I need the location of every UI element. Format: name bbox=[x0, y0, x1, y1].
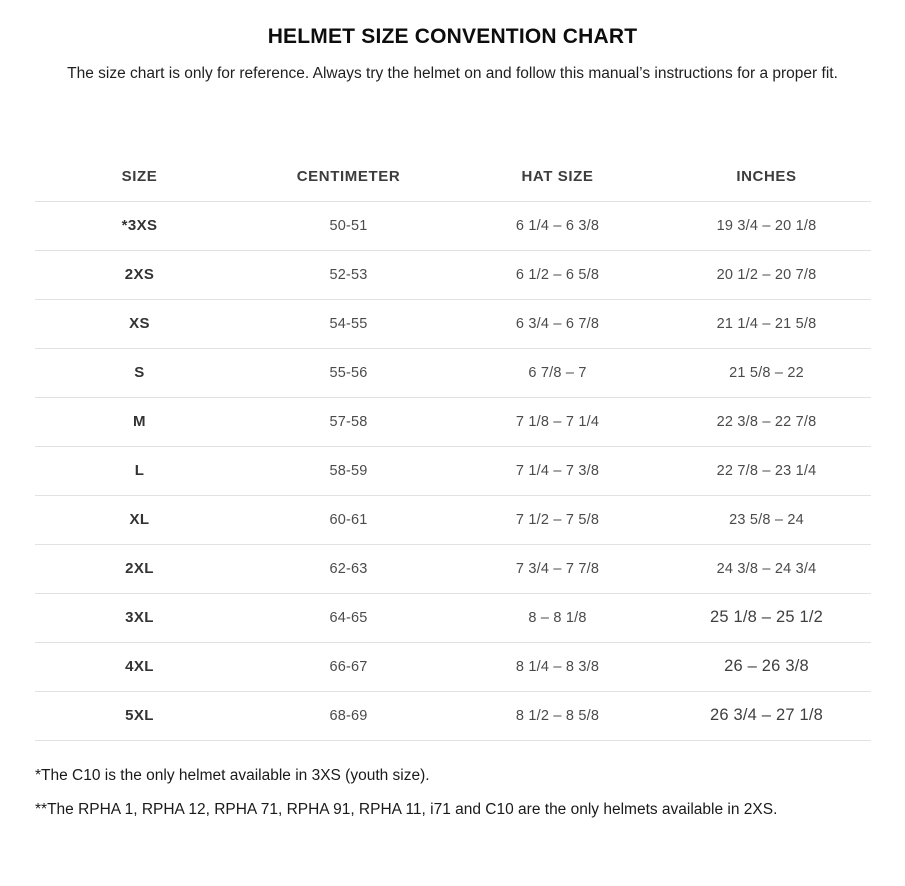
table-row: 2XS 52-53 6 1/2 – 6 5/8 20 1/2 – 20 7/8 bbox=[35, 250, 871, 299]
size-cell: XS bbox=[129, 315, 150, 332]
table-row: XL 60-61 7 1/2 – 7 5/8 23 5/8 – 24 bbox=[35, 495, 871, 544]
size-chart-table-header: SIZE CENTIMETER HAT SIZE INCHES bbox=[35, 152, 871, 201]
centimeter-cell: 68-69 bbox=[329, 707, 368, 724]
size-cell: L bbox=[134, 462, 145, 479]
centimeter-cell: 57-58 bbox=[329, 413, 368, 430]
centimeter-cell: 64-65 bbox=[329, 609, 368, 626]
size-cell: 5XL bbox=[125, 707, 154, 724]
centimeter-cell: 58-59 bbox=[329, 462, 368, 479]
centimeter-cell: 66-67 bbox=[329, 658, 368, 675]
hat-size-cell: 7 1/4 – 7 3/8 bbox=[515, 462, 600, 479]
table-row: 5XL 68-69 8 1/2 – 8 5/8 26 3/4 – 27 1/8 bbox=[35, 691, 871, 740]
inches-cell: 20 1/2 – 20 7/8 bbox=[716, 266, 817, 283]
size-cell: XL bbox=[129, 511, 150, 528]
size-cell: 2XL bbox=[125, 560, 154, 577]
centimeter-cell: 62-63 bbox=[329, 560, 368, 577]
hat-size-cell: 7 3/4 – 7 7/8 bbox=[515, 560, 600, 577]
page-subtitle: The size chart is only for reference. Al… bbox=[67, 65, 838, 82]
table-row: *3XS 50-51 6 1/4 – 6 3/8 19 3/4 – 20 1/8 bbox=[35, 201, 871, 250]
centimeter-cell: 55-56 bbox=[329, 364, 368, 381]
size-cell: 2XS bbox=[124, 266, 155, 283]
table-row: 4XL 66-67 8 1/4 – 8 3/8 26 – 26 3/8 bbox=[35, 642, 871, 691]
inches-cell: 25 1/8 – 25 1/2 bbox=[709, 608, 824, 626]
centimeter-cell: 52-53 bbox=[329, 266, 368, 283]
table-row: L 58-59 7 1/4 – 7 3/8 22 7/8 – 23 1/4 bbox=[35, 446, 871, 495]
page-title: HELMET SIZE CONVENTION CHART bbox=[267, 25, 638, 48]
inches-cell: 26 3/4 – 27 1/8 bbox=[709, 706, 824, 724]
inches-cell: 21 5/8 – 22 bbox=[729, 364, 804, 381]
inches-cell: 22 7/8 – 23 1/4 bbox=[716, 462, 817, 479]
table-row: 3XL 64-65 8 – 8 1/8 25 1/8 – 25 1/2 bbox=[35, 593, 871, 642]
footnote-3xs: *The C10 is the only helmet available in… bbox=[35, 766, 430, 784]
size-cell: *3XS bbox=[121, 217, 158, 234]
hat-size-cell: 8 1/2 – 8 5/8 bbox=[515, 707, 600, 724]
hat-size-cell: 6 1/4 – 6 3/8 bbox=[515, 217, 600, 234]
table-row: S 55-56 6 7/8 – 7 21 5/8 – 22 bbox=[35, 348, 871, 397]
column-header-inches: INCHES bbox=[736, 167, 797, 185]
centimeter-cell: 54-55 bbox=[329, 315, 368, 332]
size-cell: 4XL bbox=[125, 658, 154, 675]
column-header-size: SIZE bbox=[121, 167, 158, 185]
helmet-size-chart-page: HELMET SIZE CONVENTION CHART The size ch… bbox=[0, 25, 905, 886]
hat-size-cell: 8 1/4 – 8 3/8 bbox=[515, 658, 600, 675]
size-chart-table: SIZE CENTIMETER HAT SIZE INCHES *3XS 50-5… bbox=[35, 152, 871, 741]
column-header-centimeter: CENTIMETER bbox=[296, 167, 401, 185]
hat-size-cell: 7 1/2 – 7 5/8 bbox=[515, 511, 600, 528]
inches-cell: 24 3/8 – 24 3/4 bbox=[716, 560, 817, 577]
size-cell: S bbox=[134, 364, 145, 381]
table-row: M 57-58 7 1/8 – 7 1/4 22 3/8 – 22 7/8 bbox=[35, 397, 871, 446]
size-chart-table-body: *3XS 50-51 6 1/4 – 6 3/8 19 3/4 – 20 1/8 2XS… bbox=[35, 201, 871, 740]
inches-cell: 26 – 26 3/8 bbox=[724, 657, 809, 675]
table-row: XS 54-55 6 3/4 – 6 7/8 21 1/4 – 21 5/8 bbox=[35, 299, 871, 348]
hat-size-cell: 6 7/8 – 7 bbox=[528, 364, 587, 381]
hat-size-cell: 8 – 8 1/8 bbox=[528, 609, 587, 626]
column-header-hat-size: HAT SIZE bbox=[521, 167, 594, 185]
inches-cell: 23 5/8 – 24 bbox=[729, 511, 804, 528]
hat-size-cell: 6 1/2 – 6 5/8 bbox=[515, 266, 600, 283]
footnote-2xs: **The RPHA 1, RPHA 12, RPHA 71, RPHA 91,… bbox=[35, 800, 778, 818]
inches-cell: 19 3/4 – 20 1/8 bbox=[716, 217, 817, 234]
hat-size-cell: 7 1/8 – 7 1/4 bbox=[515, 413, 600, 430]
centimeter-cell: 50-51 bbox=[329, 217, 368, 234]
size-cell: M bbox=[133, 413, 146, 430]
header-row: SIZE CENTIMETER HAT SIZE INCHES bbox=[35, 152, 871, 201]
inches-cell: 22 3/8 – 22 7/8 bbox=[716, 413, 817, 430]
centimeter-cell: 60-61 bbox=[329, 511, 368, 528]
inches-cell: 21 1/4 – 21 5/8 bbox=[716, 315, 817, 332]
hat-size-cell: 6 3/4 – 6 7/8 bbox=[515, 315, 600, 332]
size-cell: 3XL bbox=[125, 609, 154, 626]
table-row: 2XL 62-63 7 3/4 – 7 7/8 24 3/8 – 24 3/4 bbox=[35, 544, 871, 593]
